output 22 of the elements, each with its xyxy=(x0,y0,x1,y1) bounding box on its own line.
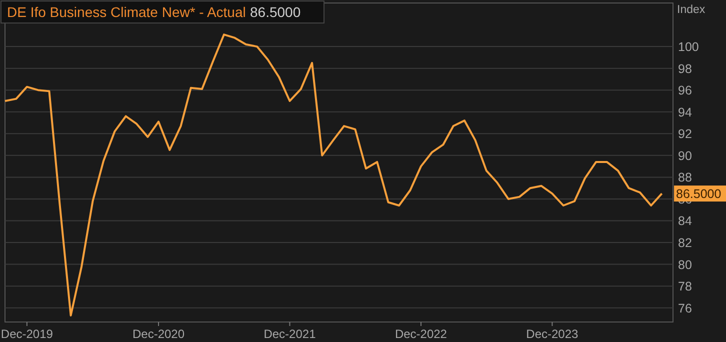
y-tick-label: 82 xyxy=(678,236,692,250)
y-tick-label: 92 xyxy=(678,127,692,142)
y-tick-label: 84 xyxy=(678,214,692,228)
x-tick-label: Dec-2020 xyxy=(132,327,185,341)
text: 86.5000 xyxy=(250,4,301,20)
y-tick-label: 94 xyxy=(678,105,692,120)
data-label: 86.5000 xyxy=(676,187,722,202)
y-tick-label: 88 xyxy=(678,170,692,185)
x-tick-label: Dec-2021 xyxy=(264,327,316,341)
y-tick-label: 78 xyxy=(678,280,692,294)
y-tick-label: 96 xyxy=(678,84,692,98)
series-label: DE Ifo Business Climate New* - Actual xyxy=(7,4,246,20)
line-series xyxy=(4,34,663,316)
y-tick-label: 76 xyxy=(678,301,692,316)
x-tick-label: Dec-2022 xyxy=(394,327,448,341)
x-tick-label: Dec-2019 xyxy=(0,327,54,341)
y-tick-label: 100 xyxy=(678,40,699,54)
y-axis-title: Index xyxy=(677,4,706,16)
y-tick-label: 80 xyxy=(678,258,692,272)
y-tick-label: 90 xyxy=(678,148,692,163)
x-tick-label: Dec-2023 xyxy=(526,327,579,341)
y-tick-label: 98 xyxy=(678,62,692,76)
